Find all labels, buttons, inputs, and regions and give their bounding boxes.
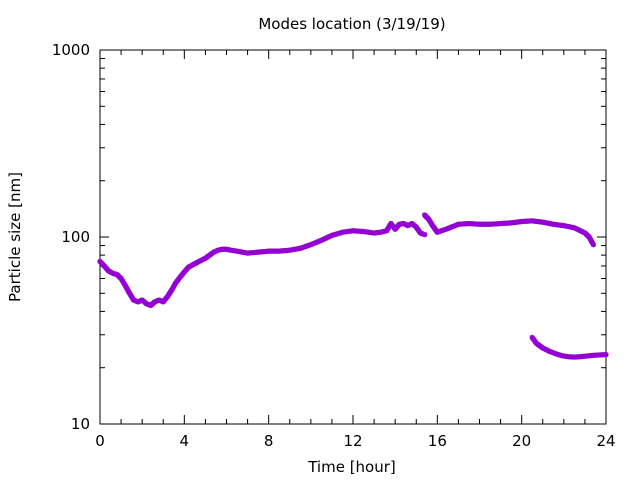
y-tick-label: 1000 <box>52 41 90 59</box>
data-points <box>97 212 609 360</box>
x-tick-label: 0 <box>95 432 105 450</box>
y-axis-label: Particle size [nm] <box>6 172 24 302</box>
y-tick-label: 100 <box>61 228 90 246</box>
y-tick-label: 10 <box>71 415 90 433</box>
plot-frame <box>99 49 607 425</box>
x-tick-label: 16 <box>428 432 447 450</box>
x-axis-label: Time [hour] <box>307 458 396 476</box>
data-point <box>603 352 609 358</box>
tick-labels: 0 4 8 12 16 20 24 10 100 1000 <box>52 41 616 450</box>
axis-ticks <box>99 49 607 425</box>
x-tick-label: 24 <box>596 432 615 450</box>
x-tick-label: 8 <box>264 432 274 450</box>
x-tick-label: 4 <box>180 432 190 450</box>
x-tick-label: 12 <box>343 432 362 450</box>
x-tick-label: 20 <box>512 432 531 450</box>
chart-title: Modes location (3/19/19) <box>258 15 445 33</box>
data-point <box>590 242 596 248</box>
data-point <box>422 231 428 238</box>
